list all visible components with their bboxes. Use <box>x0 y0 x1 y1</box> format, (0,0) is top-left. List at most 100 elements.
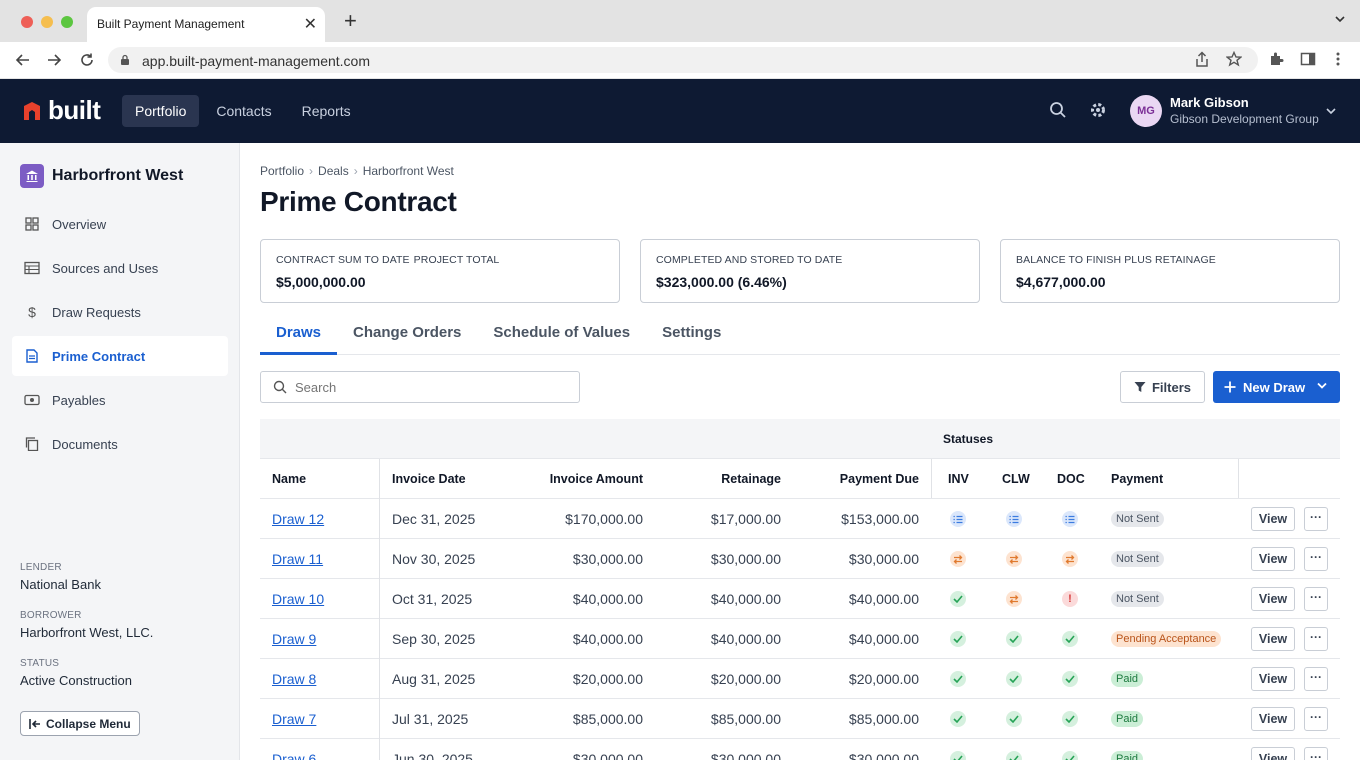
view-button[interactable]: View <box>1251 747 1295 760</box>
chevron-down-icon[interactable] <box>1316 381 1328 391</box>
view-button[interactable]: View <box>1251 507 1295 531</box>
search-input[interactable] <box>295 372 565 402</box>
draw-link[interactable]: Draw 12 <box>272 511 325 527</box>
tab-change-orders[interactable]: Change Orders <box>353 324 462 341</box>
search-icon[interactable] <box>1049 101 1067 119</box>
col-payment-due[interactable]: Payment Due <box>839 472 919 486</box>
sidebar-item-prime-contract[interactable]: Prime Contract <box>12 336 228 376</box>
more-actions-icon[interactable]: ··· <box>1304 627 1328 651</box>
inv-status-check-icon[interactable] <box>950 671 966 687</box>
sidebar-item-sources-and-uses[interactable]: Sources and Uses <box>12 248 228 288</box>
doc-status-sync-icon[interactable] <box>1062 551 1078 567</box>
forward-icon[interactable] <box>45 51 63 69</box>
doc-status-check-icon[interactable] <box>1062 711 1078 727</box>
draw-link[interactable]: Draw 10 <box>272 591 325 607</box>
new-draw-button[interactable]: New Draw <box>1213 371 1340 403</box>
sidebar-item-payables[interactable]: Payables <box>12 380 228 420</box>
maximize-window-button[interactable] <box>61 16 73 28</box>
browser-menu-icon[interactable] <box>1333 51 1343 67</box>
inv-status-sync-icon[interactable] <box>950 551 966 567</box>
card-value: $5,000,000.00 <box>276 274 366 290</box>
browser-tab[interactable]: Built Payment Management ✕ <box>87 7 325 42</box>
col-name[interactable]: Name <box>272 472 307 486</box>
col-inv[interactable]: INV <box>948 472 969 486</box>
draw-link[interactable]: Draw 8 <box>272 671 317 687</box>
chevron-down-icon[interactable] <box>1334 13 1346 25</box>
view-button[interactable]: View <box>1251 627 1295 651</box>
share-icon[interactable] <box>1194 51 1210 69</box>
draw-link[interactable]: Draw 11 <box>272 551 324 567</box>
breadcrumb-deals[interactable]: Deals <box>318 164 349 178</box>
view-button[interactable]: View <box>1251 707 1295 731</box>
payment-due: $153,000.00 <box>841 511 919 527</box>
inv-status-check-icon[interactable] <box>950 751 966 760</box>
clw-status-sync-icon[interactable] <box>1006 551 1022 567</box>
extensions-icon[interactable] <box>1268 51 1284 67</box>
close-tab-icon[interactable]: ✕ <box>303 16 317 33</box>
new-tab-icon[interactable]: + <box>344 8 357 33</box>
more-actions-icon[interactable]: ··· <box>1304 507 1328 531</box>
sidebar-item-draw-requests[interactable]: $ Draw Requests <box>12 292 228 332</box>
draws-table: Statuses Name Invoice Date Invoice Amoun… <box>260 419 1340 760</box>
inv-status-check-icon[interactable] <box>950 631 966 647</box>
view-button[interactable]: View <box>1251 667 1295 691</box>
inv-status-check-icon[interactable] <box>950 711 966 727</box>
col-clw[interactable]: CLW <box>1002 472 1030 486</box>
chevron-down-icon[interactable] <box>1325 106 1337 116</box>
built-logo[interactable]: built <box>22 95 101 126</box>
collapse-menu-button[interactable]: Collapse Menu <box>20 711 140 736</box>
sidebar-toggle-icon[interactable] <box>1300 51 1316 67</box>
payment-status-badge: Pending Acceptance <box>1111 631 1222 647</box>
plus-icon <box>1224 381 1236 393</box>
inv-status-check-icon[interactable] <box>950 591 966 607</box>
reload-icon[interactable] <box>78 51 96 69</box>
doc-status-alert-icon[interactable]: ! <box>1062 591 1078 607</box>
doc-status-list-icon[interactable] <box>1062 511 1078 527</box>
gear-icon[interactable] <box>1089 101 1107 119</box>
avatar[interactable]: MG <box>1130 95 1162 127</box>
breadcrumb-portfolio[interactable]: Portfolio <box>260 164 305 178</box>
doc-status-check-icon[interactable] <box>1062 751 1078 760</box>
draw-link[interactable]: Draw 9 <box>272 631 317 647</box>
col-retainage[interactable]: Retainage <box>721 472 781 486</box>
clw-status-check-icon[interactable] <box>1006 671 1022 687</box>
draw-link[interactable]: Draw 7 <box>272 711 317 727</box>
close-window-button[interactable] <box>21 16 33 28</box>
clw-status-list-icon[interactable] <box>1006 511 1022 527</box>
more-actions-icon[interactable]: ··· <box>1304 707 1328 731</box>
col-payment[interactable]: Payment <box>1111 472 1164 486</box>
url-field[interactable]: app.built-payment-management.com <box>108 47 1258 73</box>
clw-status-sync-icon[interactable] <box>1006 591 1022 607</box>
card-sublabel[interactable]: PROJECT TOTAL <box>413 254 500 266</box>
inv-status-list-icon[interactable] <box>950 511 966 527</box>
tab-schedule-of-values[interactable]: Schedule of Values <box>493 324 631 341</box>
more-actions-icon[interactable]: ··· <box>1304 747 1328 760</box>
view-button[interactable]: View <box>1251 547 1295 571</box>
filters-button[interactable]: Filters <box>1120 371 1205 403</box>
minimize-window-button[interactable] <box>41 16 53 28</box>
nav-contacts[interactable]: Contacts <box>216 103 272 119</box>
clw-status-check-icon[interactable] <box>1006 711 1022 727</box>
back-icon[interactable] <box>14 51 32 69</box>
col-invoice-date[interactable]: Invoice Date <box>392 472 466 486</box>
nav-portfolio[interactable]: Portfolio <box>122 95 200 127</box>
clw-status-check-icon[interactable] <box>1006 751 1022 760</box>
more-actions-icon[interactable]: ··· <box>1304 587 1328 611</box>
nav-reports[interactable]: Reports <box>301 103 351 119</box>
doc-status-check-icon[interactable] <box>1062 671 1078 687</box>
doc-status-check-icon[interactable] <box>1062 631 1078 647</box>
sidebar-item-documents[interactable]: Documents <box>12 424 228 464</box>
draw-link[interactable]: Draw 6 <box>272 751 317 760</box>
col-doc[interactable]: DOC <box>1057 472 1085 486</box>
view-button[interactable]: View <box>1251 587 1295 611</box>
more-actions-icon[interactable]: ··· <box>1304 547 1328 571</box>
user-org: Gibson Development Group <box>1170 112 1319 126</box>
col-invoice-amount[interactable]: Invoice Amount <box>549 472 643 486</box>
clw-status-check-icon[interactable] <box>1006 631 1022 647</box>
star-icon[interactable] <box>1226 51 1242 67</box>
table-row: Draw 8 Aug 31, 2025 $20,000.00 $20,000.00 $2… <box>260 659 1340 699</box>
tab-settings[interactable]: Settings <box>662 324 722 341</box>
more-actions-icon[interactable]: ··· <box>1304 667 1328 691</box>
sidebar-item-overview[interactable]: Overview <box>12 204 228 244</box>
tab-draws[interactable]: Draws <box>260 315 338 355</box>
